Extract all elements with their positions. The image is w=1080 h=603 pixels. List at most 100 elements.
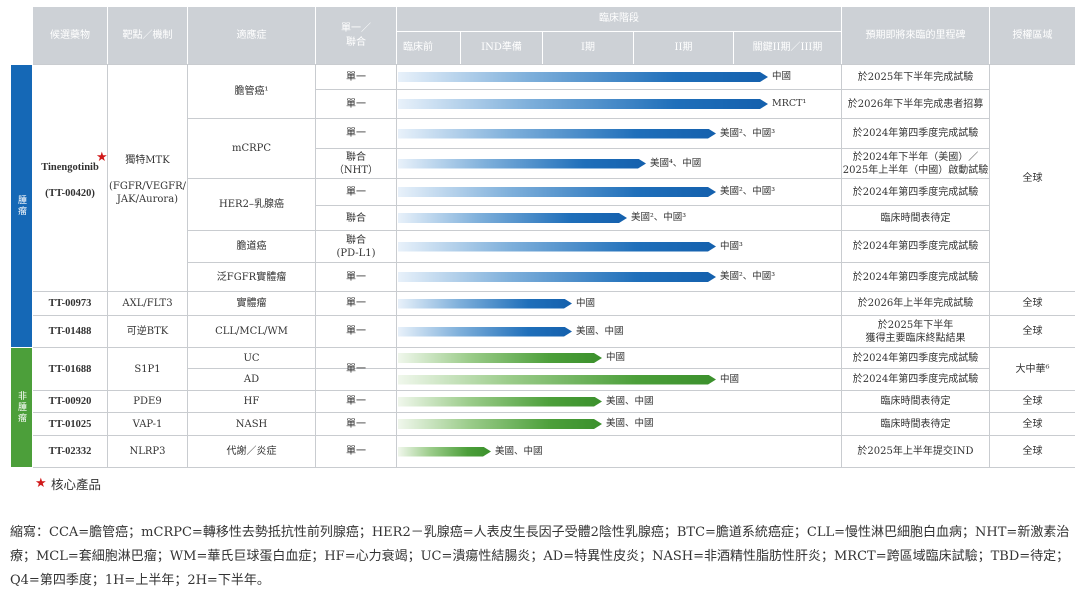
stage-progress-bar <box>398 272 716 282</box>
treatment-mode: 單一 <box>346 71 366 83</box>
indication: UC <box>243 352 260 364</box>
milestone-text: 臨床時間表待定 <box>880 396 951 407</box>
header-stage-phase3: 關鍵II期／III期 <box>734 32 841 64</box>
milestone-text: 於2025年下半年完成試驗 <box>857 71 974 83</box>
stage-progress-bar <box>398 327 572 337</box>
milestone-text: 臨床時間表待定 <box>880 212 951 224</box>
header-stage-preclinical: 臨床前 <box>397 32 460 64</box>
row-separator <box>33 64 1075 65</box>
drug-target: PDE9 <box>133 396 162 407</box>
trial-region-label: 中國 <box>576 297 596 309</box>
header-stage-title: 臨床階段 <box>397 7 841 31</box>
header-stage-phase1: I期 <box>543 32 633 64</box>
treatment-mode: 單一 <box>346 396 366 407</box>
trial-region-label: 美國、中國 <box>606 418 654 429</box>
treatment-mode: 單一 <box>346 98 366 110</box>
indication: NASH <box>235 418 268 430</box>
column-separator <box>315 64 316 467</box>
header-mode: 單一／ 聯合 <box>316 7 396 64</box>
row-separator <box>33 291 1075 292</box>
drug-name: TT-01488 <box>48 326 92 337</box>
stage-progress-bar <box>398 129 716 139</box>
drug-name: TT-01025 <box>48 418 92 430</box>
treatment-mode: 單一 <box>346 326 366 337</box>
header-candidate: 候選藥物 <box>33 7 107 64</box>
treatment-mode: 聯合 (PD-L1) <box>336 234 376 259</box>
indication: 代謝／炎症 <box>226 446 277 457</box>
column-separator <box>841 64 842 467</box>
drug-target: 獨特MTK (FGFR/VEGFR/ JAK/Aurora) <box>108 155 186 205</box>
indication: AD <box>243 374 260 385</box>
subrow-separator <box>316 205 989 206</box>
indication: 膽道癌 <box>236 241 267 252</box>
drug-name: TT-02332 <box>48 446 92 457</box>
header-region: 授權區域 <box>990 7 1075 64</box>
column-separator <box>396 64 397 467</box>
milestone-text: 臨床時間表待定 <box>880 418 951 430</box>
header-milestone: 預期即將來臨的里程碑 <box>842 7 989 64</box>
stage-progress-bar <box>398 353 602 363</box>
trial-region-label: 美國²、中國³ <box>720 271 776 282</box>
indication: 膽管癌¹ <box>234 86 269 97</box>
row-separator <box>33 390 1075 391</box>
stage-progress-bar <box>398 299 572 309</box>
drug-name: TT-00920 <box>48 396 92 407</box>
stage-progress-bar <box>398 447 491 457</box>
stage-progress-bar <box>398 419 602 429</box>
treatment-mode: 聯合 （NHT） <box>333 151 379 176</box>
treatment-mode: 單一 <box>346 298 366 309</box>
trial-region-label: 中國 <box>606 352 626 363</box>
drug-name: TT-01688 <box>48 363 92 375</box>
treatment-mode: 單一 <box>346 363 366 375</box>
treatment-mode: 單一 <box>346 128 366 139</box>
stage-progress-bar <box>398 187 716 197</box>
row-separator <box>33 435 1075 436</box>
row-separator <box>33 347 1075 348</box>
drug-name: Tinengotinib <box>41 161 99 173</box>
header-stage-ind: IND準備 <box>461 32 542 64</box>
trial-region-label: 美國、中國 <box>606 395 654 407</box>
drug-target: AXL/FLT3 <box>122 298 173 309</box>
band-oncology: 腫瘤 <box>11 65 32 347</box>
column-separator <box>107 64 108 467</box>
drug-target: VAP-1 <box>132 418 163 430</box>
trial-region-label: 美國²、中國³ <box>631 212 687 223</box>
stage-progress-bar <box>398 213 627 223</box>
indication: HER2–乳腺癌 <box>219 199 284 210</box>
trial-region-label: 中國 <box>772 71 792 82</box>
treatment-mode: 單一 <box>346 271 366 283</box>
stage-progress-bar <box>398 99 768 109</box>
subrow-separator <box>188 262 989 263</box>
trial-region-label: MRCT¹ <box>772 98 807 109</box>
header-target: 靶點／機制 <box>108 7 187 64</box>
indication: HF <box>243 396 260 407</box>
subrow-separator <box>188 178 989 179</box>
abbreviations-footnote: 縮寫：CCA=膽管癌；mCRPC=轉移性去勢抵抗性前列腺癌；HER2－乳腺癌=人… <box>10 525 1070 588</box>
trial-region-label: 中國 <box>720 373 740 385</box>
indication: CLL/MCL/WM <box>215 326 288 337</box>
drug-target: S1P1 <box>134 363 161 375</box>
license-region: 全球 <box>1022 326 1043 337</box>
subrow-separator <box>316 89 989 90</box>
stage-progress-bar <box>398 72 768 82</box>
milestone-text: 於2024年下半年（美國）／ 2025年上半年（中國）啟動試驗 <box>842 151 989 176</box>
license-region: 全球 <box>1022 446 1043 457</box>
drug-name: TT-00973 <box>48 298 92 309</box>
trial-region-label: 中國³ <box>720 240 743 252</box>
indication: 泛FGFR實體瘤 <box>216 271 287 283</box>
drug-code: (TT-00420) <box>45 187 95 199</box>
subrow-separator <box>188 230 989 231</box>
license-region: 全球 <box>1022 172 1043 184</box>
milestone-text: 於2024年第四季度完成試驗 <box>852 128 979 139</box>
trial-region-label: 美國²、中國³ <box>720 186 776 197</box>
milestone-text: 於2026年上半年完成試驗 <box>857 298 974 309</box>
license-region: 全球 <box>1022 298 1043 309</box>
subrow-separator <box>316 148 989 149</box>
milestone-text: 於2024年第四季度完成試驗 <box>852 271 979 283</box>
column-separator <box>989 64 990 467</box>
row-separator <box>33 412 1075 413</box>
milestone-text: 於2025年上半年提交IND <box>857 446 974 457</box>
trial-region-label: 美國、中國 <box>576 325 624 337</box>
header-stage-phase2: II期 <box>634 32 733 64</box>
